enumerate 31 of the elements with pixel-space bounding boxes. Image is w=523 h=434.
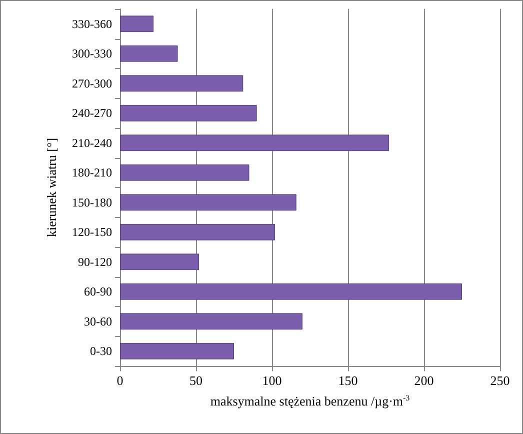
y-tick-label: 90-120 [78,254,112,269]
bar [120,45,178,62]
bar [120,194,296,211]
bar [120,313,302,330]
x-tick-label: 250 [490,373,510,388]
bar [120,134,390,152]
x-tick-label: 100 [262,373,282,388]
bar [120,164,250,181]
x-tick-label: 200 [414,373,434,388]
y-tick-label: 240-270 [72,106,112,120]
y-tick-label: 30-60 [84,314,112,328]
x-tick-label: 0 [116,373,124,388]
bar [120,342,234,360]
bar [120,104,257,122]
y-tick-label: 120-150 [72,225,112,240]
bar [120,224,276,240]
y-tick-label: 300-330 [72,46,112,61]
bar [120,16,154,32]
y-tick-label: 270-300 [72,76,112,90]
y-tick-label: 0-30 [90,344,112,358]
bar [120,254,200,270]
y-tick-label: 180-210 [72,166,112,180]
y-tick-label: 60-90 [84,284,112,299]
x-tick-label: 150 [338,373,358,388]
y-tick-label: 330-360 [72,16,112,31]
y-tick-label: 150-180 [72,195,112,210]
x-tick-label: 50 [190,373,202,388]
bar [120,75,244,92]
y-axis-title: kierunek wiatru [°] [44,138,59,238]
y-tick-label: 210-240 [72,136,112,150]
bar [120,283,462,300]
